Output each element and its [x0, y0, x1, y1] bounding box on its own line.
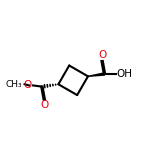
- Text: CH₃: CH₃: [6, 80, 22, 89]
- Text: O: O: [23, 80, 31, 90]
- Text: OH: OH: [116, 69, 133, 79]
- Text: O: O: [98, 50, 106, 60]
- Polygon shape: [88, 73, 105, 76]
- Text: O: O: [40, 100, 48, 110]
